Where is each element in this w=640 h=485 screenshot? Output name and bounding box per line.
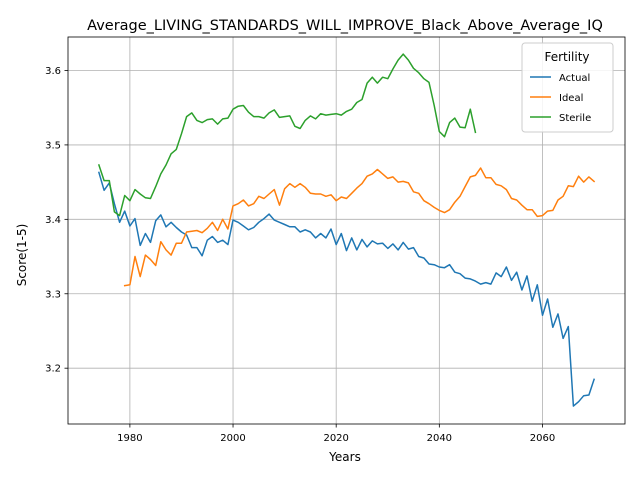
legend-title: Fertility — [544, 50, 589, 64]
y-tick-label: 3.5 — [45, 140, 61, 151]
chart-title: Average_LIVING_STANDARDS_WILL_IMPROVE_Bl… — [87, 18, 603, 34]
legend-label-sterile: Sterile — [559, 113, 591, 124]
y-tick-label: 3.6 — [45, 66, 61, 77]
y-tick-label: 3.2 — [45, 364, 61, 375]
y-tick-label: 3.4 — [45, 215, 61, 226]
x-tick-label: 2040 — [427, 433, 452, 444]
series-line-ideal — [123, 167, 596, 287]
x-axis-ticks: 1980 2000 2020 2040 2060 — [117, 424, 555, 444]
series-line-actual — [97, 171, 596, 407]
y-axis-label: Score(1-5) — [15, 224, 29, 287]
plot-area-frame — [67, 36, 626, 425]
legend-box — [521, 42, 614, 133]
legend-items: Actual Ideal Sterile — [530, 73, 591, 124]
x-tick-label: 2020 — [323, 433, 348, 444]
y-tick-label: 3.3 — [45, 289, 61, 300]
legend-label-actual: Actual — [559, 73, 590, 84]
legend: Fertility Actual Ideal Sterile — [521, 42, 614, 133]
x-tick-label: 2000 — [220, 433, 245, 444]
series-lines — [97, 53, 596, 407]
series-line-sterile — [97, 53, 477, 217]
x-tick-label: 2060 — [530, 433, 555, 444]
legend-label-ideal: Ideal — [559, 93, 583, 104]
x-axis-label: Years — [328, 450, 361, 464]
x-tick-label: 1980 — [117, 433, 142, 444]
y-axis-ticks: 3.2 3.3 3.4 3.5 3.6 — [45, 66, 68, 375]
